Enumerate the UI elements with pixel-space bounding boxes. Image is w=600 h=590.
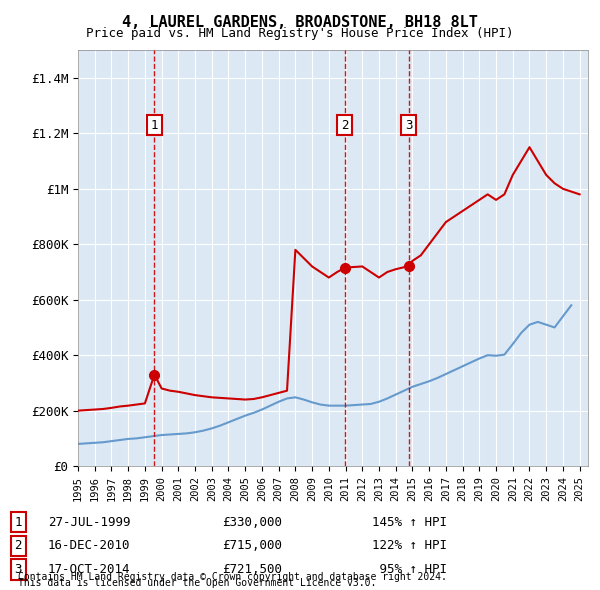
Text: 95% ↑ HPI: 95% ↑ HPI (372, 563, 447, 576)
Text: Price paid vs. HM Land Registry's House Price Index (HPI): Price paid vs. HM Land Registry's House … (86, 27, 514, 40)
Text: This data is licensed under the Open Government Licence v3.0.: This data is licensed under the Open Gov… (18, 578, 376, 588)
Text: 122% ↑ HPI: 122% ↑ HPI (372, 539, 447, 552)
Text: £721,500: £721,500 (222, 563, 282, 576)
Text: 1: 1 (14, 516, 22, 529)
Text: £715,000: £715,000 (222, 539, 282, 552)
Text: 3: 3 (405, 119, 413, 132)
Text: Contains HM Land Registry data © Crown copyright and database right 2024.: Contains HM Land Registry data © Crown c… (18, 572, 447, 582)
Text: 1: 1 (151, 119, 158, 132)
Text: 2: 2 (341, 119, 349, 132)
Text: 4, LAUREL GARDENS, BROADSTONE, BH18 8LT: 4, LAUREL GARDENS, BROADSTONE, BH18 8LT (122, 15, 478, 30)
Text: 17-OCT-2014: 17-OCT-2014 (48, 563, 131, 576)
Text: £330,000: £330,000 (222, 516, 282, 529)
Text: 145% ↑ HPI: 145% ↑ HPI (372, 516, 447, 529)
Text: 2: 2 (14, 539, 22, 552)
Text: 16-DEC-2010: 16-DEC-2010 (48, 539, 131, 552)
Text: 27-JUL-1999: 27-JUL-1999 (48, 516, 131, 529)
Text: 3: 3 (14, 563, 22, 576)
